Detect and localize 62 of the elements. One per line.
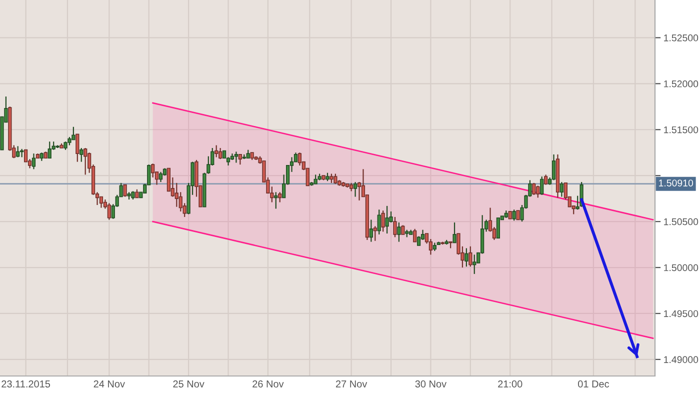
candlestick: [552, 154, 556, 181]
candlestick: [76, 134, 80, 162]
y-tick-label: 1.52500: [664, 34, 698, 42]
x-tick-label: 26 Nov: [252, 380, 284, 388]
candlestick: [516, 210, 520, 220]
candlestick: [381, 210, 385, 232]
x-tick-label: 01 Dec: [578, 380, 610, 388]
candlestick: [377, 209, 381, 235]
candlestick: [472, 254, 476, 275]
candlestick: [532, 182, 536, 196]
candlestick: [536, 185, 540, 198]
candlestick: [274, 192, 278, 210]
candlestick: [80, 147, 84, 162]
candlestick: [393, 216, 397, 238]
candlestick: [544, 174, 548, 186]
candlestick: [158, 171, 163, 183]
x-tick-label: 30 Nov: [415, 380, 447, 388]
candlestick: [151, 163, 155, 178]
candlestick: [234, 151, 238, 164]
candlestick: [464, 248, 468, 268]
y-tick-label: 1.51500: [664, 126, 698, 134]
candlestick: [99, 196, 104, 208]
candlestick: [16, 146, 20, 158]
candlestick: [107, 202, 111, 220]
candlestick: [468, 246, 472, 268]
candlestick: [214, 144, 218, 158]
candlestick: [238, 154, 242, 166]
x-tick-label: 24 Nov: [94, 380, 125, 388]
candlestick: [330, 173, 334, 184]
candlestick: [540, 176, 544, 196]
candlestick: [401, 224, 405, 235]
candlestick: [353, 181, 358, 198]
y-tick-label: 1.50000: [664, 264, 698, 272]
y-tick-label: 1.52000: [664, 80, 698, 88]
candlestick: [123, 184, 127, 198]
candlestick: [385, 205, 389, 234]
candlestick: [218, 147, 222, 160]
candlestick: [314, 174, 318, 184]
x-tick-label: 27 Nov: [336, 380, 368, 388]
candlestick: [512, 209, 516, 222]
candlestick: [334, 173, 338, 184]
candlestick: [206, 156, 210, 174]
x-tick-label: 21:00: [498, 380, 522, 388]
candlestick: [84, 147, 88, 176]
x-tick-label: 25 Nov: [173, 380, 204, 388]
candlestick: [413, 228, 417, 242]
candlestick: [452, 222, 456, 244]
ref-line-label: 1.50910: [659, 180, 694, 186]
y-tick-label: 1.50500: [664, 218, 698, 226]
y-tick-label: 1.49500: [664, 310, 698, 318]
candlestick: [496, 217, 500, 239]
candlestick: [278, 192, 282, 203]
candlestick: [369, 219, 373, 242]
y-tick-label: 1.49000: [664, 356, 698, 364]
candlestick: [298, 152, 302, 166]
candlestick: [48, 141, 52, 159]
x-tick-label: 23.11.2015: [2, 380, 50, 388]
candlestick: [373, 226, 377, 242]
candlestick: [397, 222, 401, 242]
candlestick: [560, 181, 564, 198]
candlestick: [174, 182, 178, 208]
candlestick: [32, 152, 36, 170]
